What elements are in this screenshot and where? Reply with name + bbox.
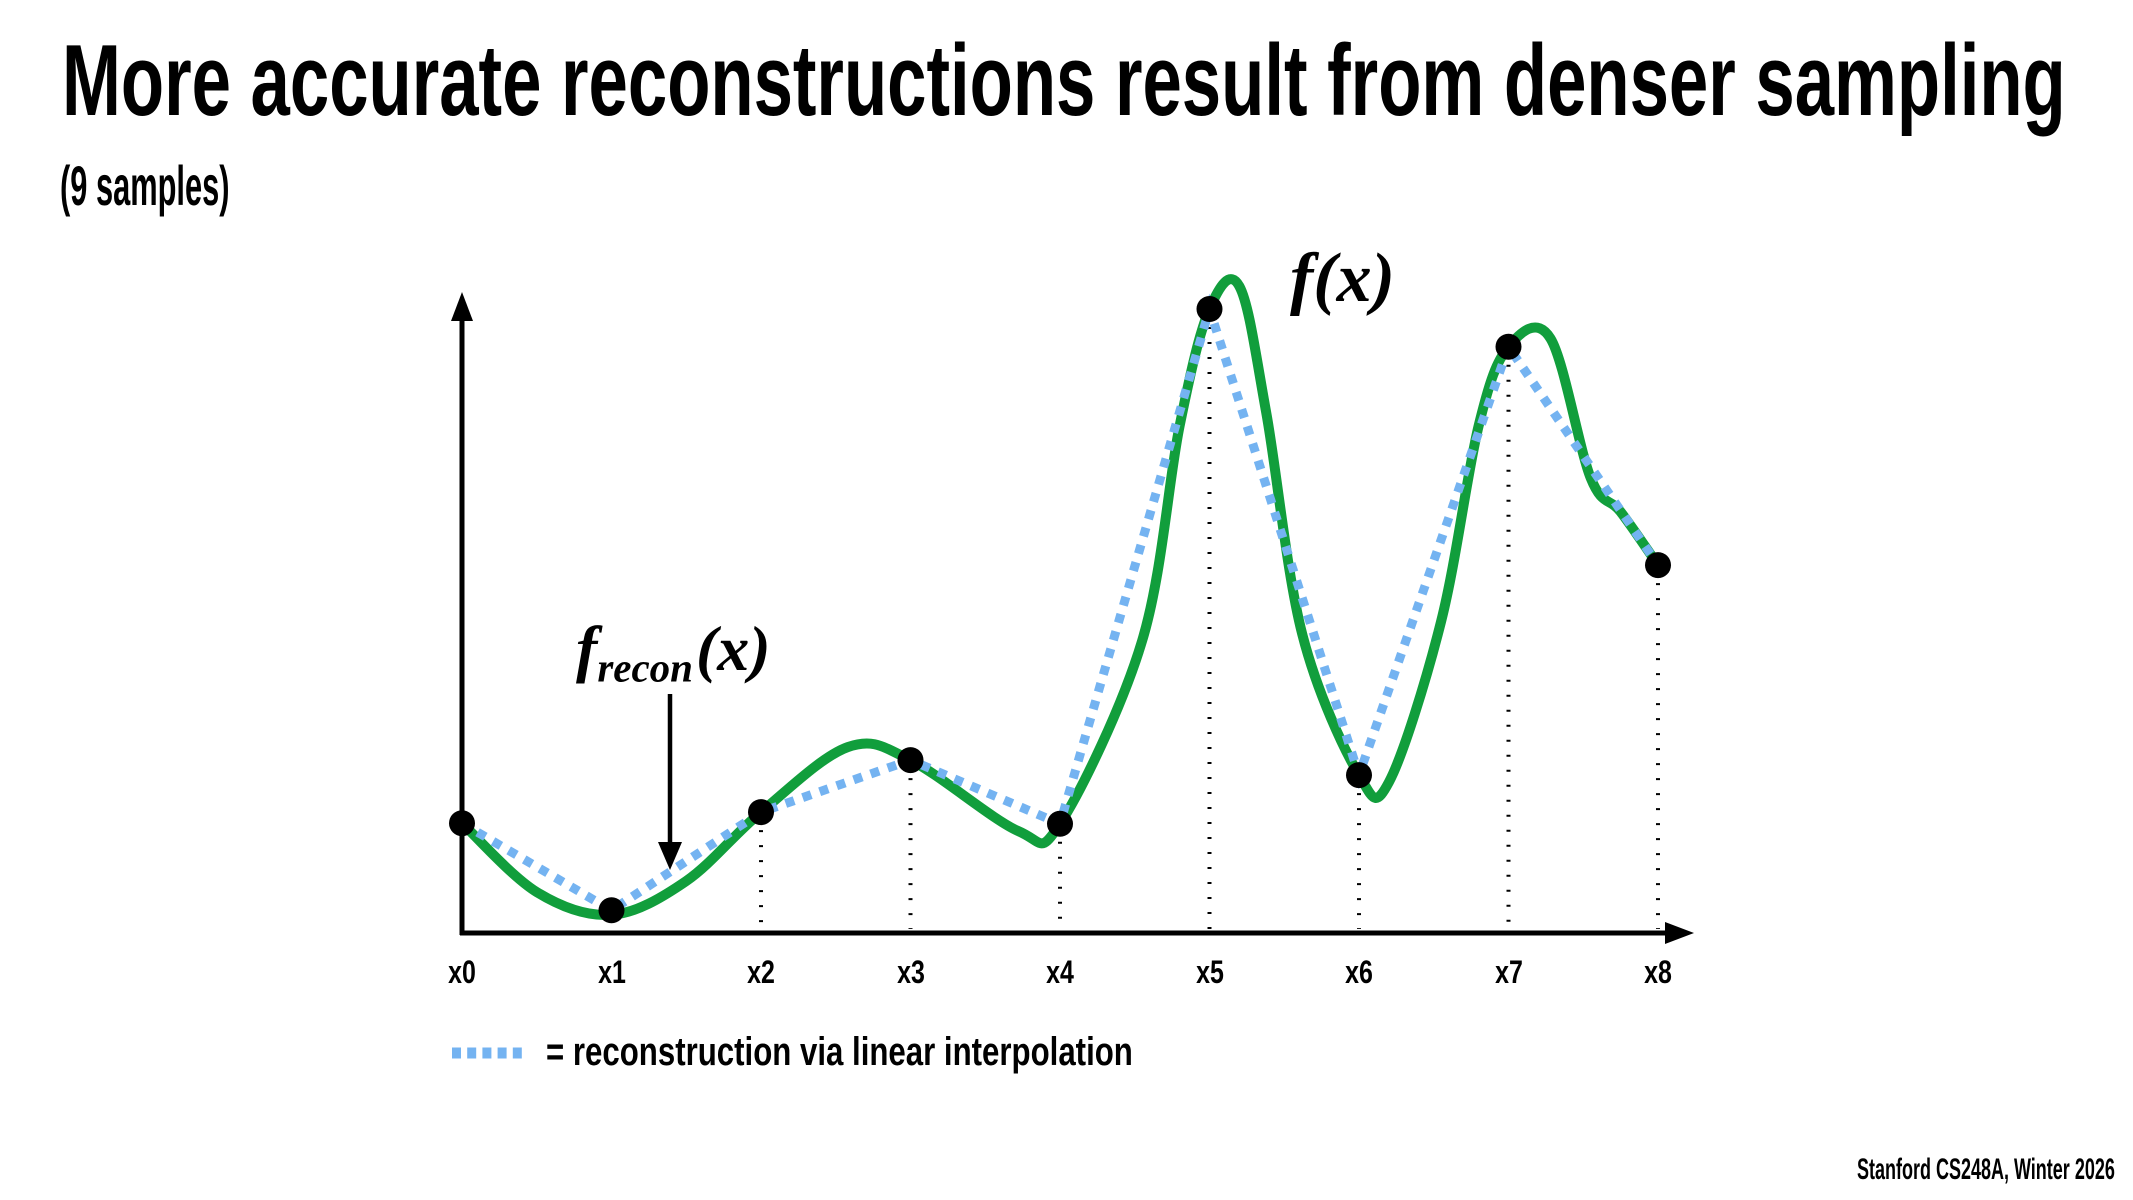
slide-title: More accurate reconstructions result fro… [62,25,2066,137]
sample-dot-x2 [748,799,774,826]
frecon-annotation-arrowhead [658,842,682,870]
sample-dot-x1 [598,897,625,924]
tick-label-x0: x0 [448,954,476,990]
sample-dot-x4 [1047,810,1073,837]
x-axis-arrowhead [1665,922,1694,944]
tick-label-x5: x5 [1195,954,1224,990]
y-axis-arrowhead [451,292,473,321]
frecon-subscript: recon [597,644,693,691]
tick-label-x6: x6 [1345,954,1373,990]
fx-curve-label: f(x) [1290,240,1395,317]
tick-label-x7: x7 [1494,954,1523,990]
sample-dot-x5 [1196,296,1223,322]
footer-credit: Stanford CS248A, Winter 2026 [1857,1153,2115,1186]
sample-dot-x8 [1645,552,1671,579]
sample-dot-x6 [1346,762,1372,789]
tick-label-x2: x2 [747,954,775,990]
tick-label-x4: x4 [1046,954,1074,990]
frecon-curve-label: frecon(x) [576,617,771,688]
tick-label-x3: x3 [896,954,925,990]
sample-dot-x7 [1495,333,1522,360]
tick-label-x1: x1 [597,954,626,990]
frecon-args: (x) [695,613,771,684]
frecon-f: f [576,613,598,684]
tick-label-x8: x8 [1644,954,1672,990]
legend-label: = reconstruction via linear interpolatio… [546,1030,1133,1074]
sample-dot-x3 [897,747,924,774]
slide-subtitle: (9 samples) [60,154,230,217]
